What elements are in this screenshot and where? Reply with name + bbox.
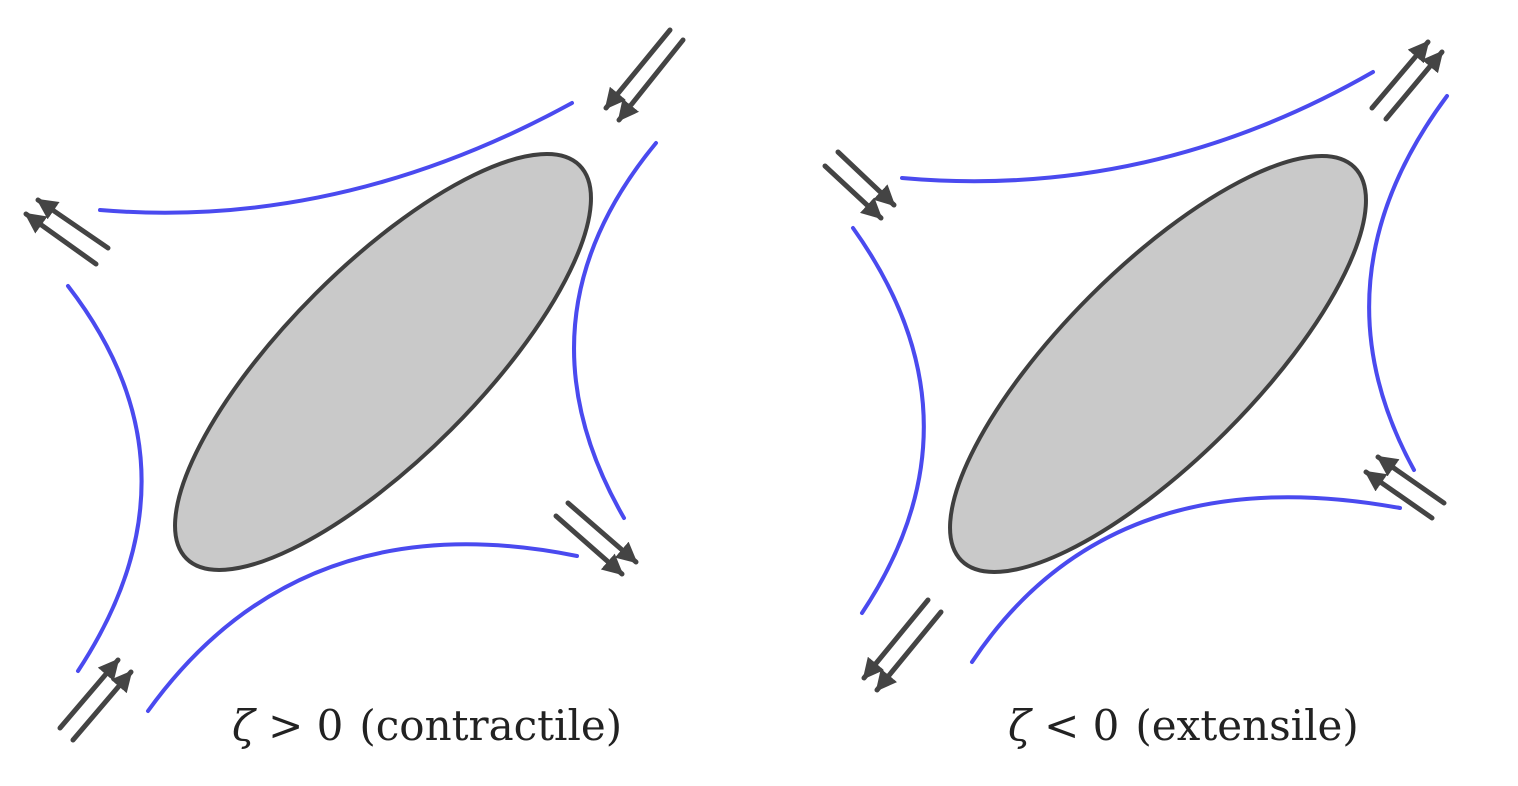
panel-label: (extensile) — [1135, 701, 1358, 750]
zeta-symbol: ζ — [1008, 701, 1033, 750]
flow-line-top — [900, 70, 1375, 184]
flow-line-right — [572, 141, 658, 520]
flow-line-right — [1367, 94, 1449, 472]
body-ellipse — [173, 152, 593, 572]
panel-label: (contractile) — [359, 701, 622, 750]
arrow-outward-bottom-right — [553, 500, 639, 577]
stress-arrows — [822, 39, 1447, 693]
arrow-inward-top-right — [603, 27, 686, 123]
arrow-outward-top-right — [1369, 39, 1445, 122]
panel-contractile: ζ > 0 (contractile) — [23, 27, 686, 750]
body-ellipse — [948, 154, 1368, 574]
zeta-relation: > 0 — [255, 701, 344, 750]
flow-line-bottom — [970, 495, 1402, 664]
arrow-inward-top-left — [822, 149, 897, 221]
flow-lines — [851, 70, 1449, 664]
flow-line-left — [66, 284, 144, 673]
panel-extensile: ζ < 0 (extensile) — [822, 39, 1449, 750]
caption-contractile: ζ > 0 (contractile) — [232, 701, 622, 750]
flow-line-bottom — [146, 542, 579, 713]
arrow-outward-bottom-left — [861, 597, 944, 693]
flow-line-left — [851, 226, 926, 615]
caption-extensile: ζ < 0 (extensile) — [1008, 701, 1359, 750]
flow-lines — [66, 101, 658, 713]
arrow-inward-bottom-right — [1363, 454, 1447, 521]
stress-arrows — [23, 27, 686, 743]
arrow-outward-top-left — [23, 197, 111, 267]
zeta-symbol: ζ — [232, 701, 257, 750]
zeta-relation: < 0 — [1031, 701, 1120, 750]
flow-line-top — [98, 101, 574, 215]
arrow-inward-bottom-left — [57, 657, 134, 743]
